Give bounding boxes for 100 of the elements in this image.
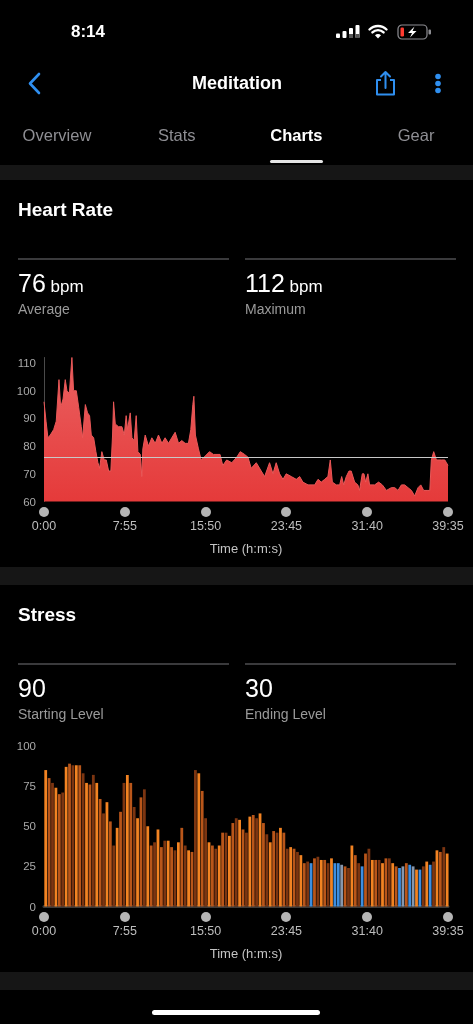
x-tick-label: 7:55 — [112, 518, 137, 533]
y-tick-label: 70 — [23, 467, 36, 480]
bar — [381, 863, 384, 907]
x-tick-label: 7:55 — [112, 923, 137, 938]
bar — [180, 827, 184, 907]
bar — [255, 818, 259, 907]
bar — [265, 834, 269, 907]
y-tick-label: 75 — [23, 780, 36, 793]
x-tick-label: 23:45 — [270, 518, 303, 533]
bar — [302, 863, 306, 907]
bar — [234, 818, 238, 907]
bar — [142, 789, 146, 907]
bar — [132, 806, 136, 907]
bar — [398, 867, 401, 907]
bar — [108, 821, 112, 907]
text: 76 bpm — [18, 269, 84, 297]
bar — [51, 782, 54, 907]
y-tick-label: 25 — [23, 860, 36, 873]
bar — [238, 819, 242, 907]
bar — [129, 782, 133, 907]
bar — [231, 823, 235, 907]
bar — [136, 818, 139, 907]
bar — [432, 861, 435, 907]
bar — [347, 867, 350, 907]
bar — [115, 827, 119, 907]
bar — [330, 858, 333, 907]
x-axis-title: Time (h:m:s) — [209, 945, 283, 961]
bar — [299, 855, 303, 907]
bar — [85, 782, 88, 907]
bar — [95, 782, 99, 907]
bar — [211, 845, 214, 907]
x-axis-title: Time (h:m:s) — [209, 540, 283, 556]
y-tick-label: 100 — [16, 740, 36, 752]
text: Gear — [397, 125, 435, 146]
bar — [350, 845, 354, 907]
bar — [68, 763, 71, 907]
x-tick-label: 39:35 — [432, 923, 464, 938]
x-tick-label: 31:40 — [351, 923, 383, 938]
bar — [442, 847, 446, 907]
text: Maximum — [245, 300, 306, 318]
x-tick-label: 15:50 — [189, 923, 222, 938]
chart-title: Heart Rate — [18, 199, 114, 221]
bar — [285, 848, 289, 907]
bar — [183, 845, 187, 907]
bar — [197, 773, 201, 907]
bar — [245, 832, 248, 907]
bar — [194, 770, 197, 907]
bar — [44, 770, 48, 907]
x-tick-label: 0:00 — [31, 518, 57, 533]
bar — [323, 859, 327, 907]
text: 8:14 — [70, 22, 106, 42]
x-tick-label: 15:50 — [189, 518, 222, 533]
bar — [296, 851, 299, 907]
y-tick-label: 100 — [16, 384, 36, 397]
text: Overview — [22, 125, 92, 146]
text: Starting Level — [18, 705, 104, 723]
bar — [57, 794, 61, 907]
y-tick-label: 110 — [17, 357, 36, 370]
bar — [282, 832, 286, 907]
x-tick-label: 0:00 — [31, 923, 57, 938]
bar — [445, 853, 449, 907]
bar — [200, 790, 204, 907]
bar — [228, 835, 231, 907]
bar — [268, 842, 272, 907]
bar — [333, 863, 337, 907]
bar — [149, 845, 153, 907]
x-tick-label: 31:40 — [351, 518, 383, 533]
bar — [176, 842, 180, 907]
y-tick-label: 80 — [23, 440, 36, 453]
text: Meditation — [192, 72, 282, 94]
y-tick-label: 0 — [29, 900, 36, 913]
y-tick-label: 90 — [23, 412, 36, 425]
bar — [262, 823, 265, 907]
x-tick-label: 23:45 — [270, 923, 303, 938]
text: Ending Level — [245, 705, 326, 723]
bar — [98, 798, 102, 907]
bar — [125, 774, 129, 907]
bar — [102, 813, 105, 907]
bar — [159, 847, 163, 907]
bar — [279, 827, 282, 907]
bar — [91, 774, 95, 907]
text: Stats — [157, 125, 196, 146]
bar — [81, 773, 85, 907]
bar — [336, 863, 340, 907]
bar — [146, 826, 150, 907]
bar — [78, 765, 82, 907]
y-tick-label: 50 — [23, 820, 36, 833]
bar — [313, 858, 316, 907]
text: 112 bpm — [245, 269, 323, 297]
bar — [119, 811, 122, 907]
text: Charts — [270, 125, 323, 146]
bar — [61, 792, 65, 907]
bar — [170, 847, 173, 907]
text: 30 — [245, 674, 273, 702]
bar — [187, 850, 190, 907]
x-tick-label: 39:35 — [432, 518, 464, 533]
y-tick-label: 60 — [23, 495, 36, 508]
bar — [353, 855, 357, 907]
bar — [415, 869, 418, 907]
bar — [64, 766, 68, 907]
